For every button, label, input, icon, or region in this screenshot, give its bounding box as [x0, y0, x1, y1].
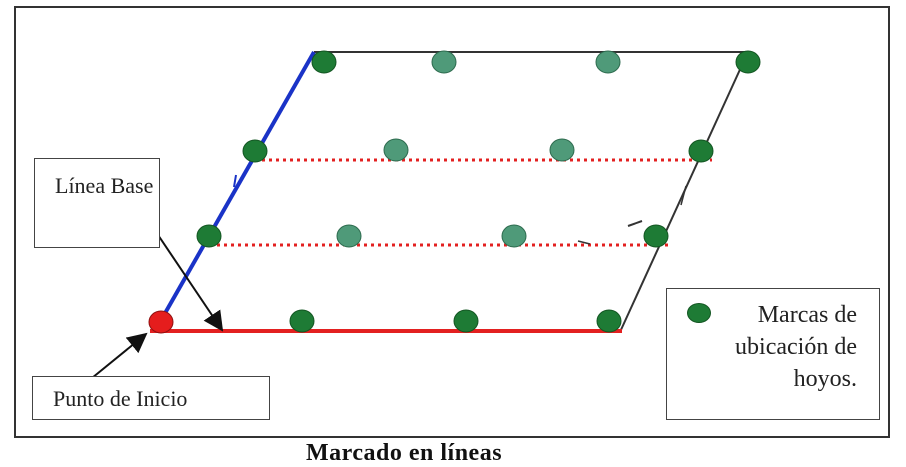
arrow-icon [91, 332, 148, 379]
hole-marker-icon [336, 224, 362, 248]
legend-text: Marcas de ubicación de hoyos. [735, 302, 857, 392]
hole-marker-icon [431, 50, 457, 74]
hole-marker-icon [643, 224, 669, 248]
stray-mark [577, 240, 591, 245]
base-line-label: Línea Base [34, 158, 160, 248]
hole-marker-icon [688, 139, 714, 163]
hole-marker-icon [289, 309, 315, 333]
diagram-frame [14, 6, 890, 438]
hole-marker-icon [501, 224, 527, 248]
stray-mark [680, 185, 687, 206]
hole-marker-icon [595, 50, 621, 74]
hole-marker-icon [735, 50, 761, 74]
hole-marker-icon [687, 303, 711, 323]
start-point-label: Punto de Inicio [32, 376, 270, 420]
hole-marker-icon [453, 309, 479, 333]
base-line-label-text: Línea Base [55, 173, 154, 198]
arrow-icon [151, 225, 224, 332]
hole-marker-icon [383, 138, 409, 162]
stray-mark [627, 220, 643, 227]
legend-box: Marcas de ubicación de hoyos. [666, 288, 880, 420]
hole-marker-icon [196, 224, 222, 248]
stray-mark [233, 174, 237, 188]
start-point-label-text: Punto de Inicio [53, 386, 188, 411]
hole-marker-icon [311, 50, 337, 74]
start-point-marker [148, 310, 174, 334]
hole-marker-icon [596, 309, 622, 333]
side-line [158, 51, 316, 323]
planting-layout-diagram [91, 50, 761, 379]
hole-marker-icon [242, 139, 268, 163]
hole-marker-icon [549, 138, 575, 162]
